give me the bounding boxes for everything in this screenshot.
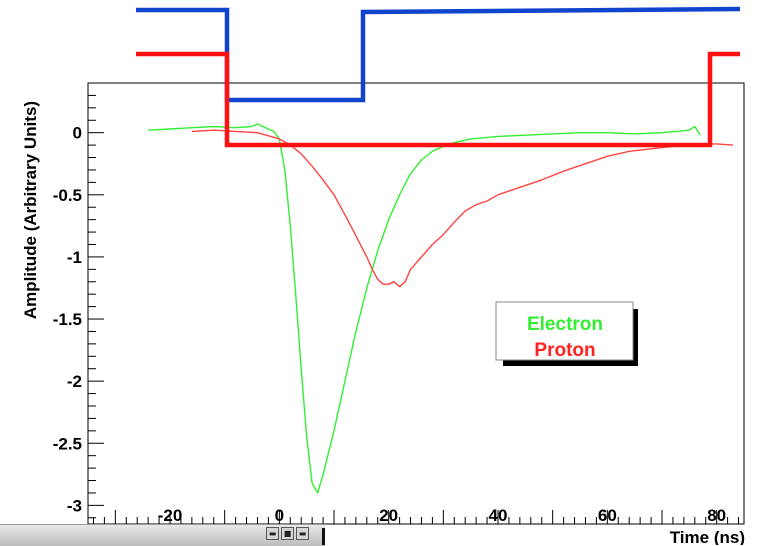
y-tick-label: -2 [67,372,82,391]
close-button[interactable]: ▬ [296,527,309,540]
x-tick-label: 40 [489,506,508,525]
legend: Electron Proton [495,301,638,366]
x-tick-label: 60 [598,506,617,525]
restore-button[interactable]: ■ [281,527,294,540]
status-bar-edge [322,528,325,545]
y-tick-label: -1.5 [53,310,82,329]
y-tick-label: -0.5 [53,186,82,205]
y-tick-label: -1 [67,248,82,267]
series-line-electron [148,123,701,494]
blue-gate-trace [136,6,741,103]
legend-box [495,301,634,361]
legend-label-proton: Proton [534,340,595,361]
y-tick-label: -3 [67,496,82,515]
minimize-button[interactable]: ▬ [266,527,279,540]
x-axis: -20 0 20 40 60 80 [92,506,740,525]
x-tick-label: 0 [275,506,284,525]
y-tick-label: -2.5 [53,434,82,453]
x-tick-label: 80 [707,506,726,525]
series-layer [148,123,734,494]
red-gate-trace [136,51,740,148]
plot-frame [87,82,745,525]
series-line-proton [191,129,734,288]
y-axis-title: Amplitude (Arbitrary Units) [21,101,40,319]
y-axis: 0 -0.5 -1 -1.5 -2 -2.5 -3 [53,94,104,519]
x-tick-label: 20 [379,506,398,525]
x-tick-label: -20 [158,506,183,525]
status-bar [0,524,325,546]
window-controls: ▬ ■ ▬ [266,527,309,540]
legend-label-electron: Electron [527,314,603,335]
y-tick-label: 0 [73,124,82,143]
x-axis-title: Time (ns) [670,528,745,545]
